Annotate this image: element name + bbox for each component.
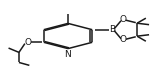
Text: O: O <box>120 35 127 44</box>
Text: O: O <box>24 38 31 47</box>
Text: B: B <box>109 25 115 34</box>
Text: O: O <box>120 15 127 24</box>
Text: N: N <box>65 50 71 59</box>
